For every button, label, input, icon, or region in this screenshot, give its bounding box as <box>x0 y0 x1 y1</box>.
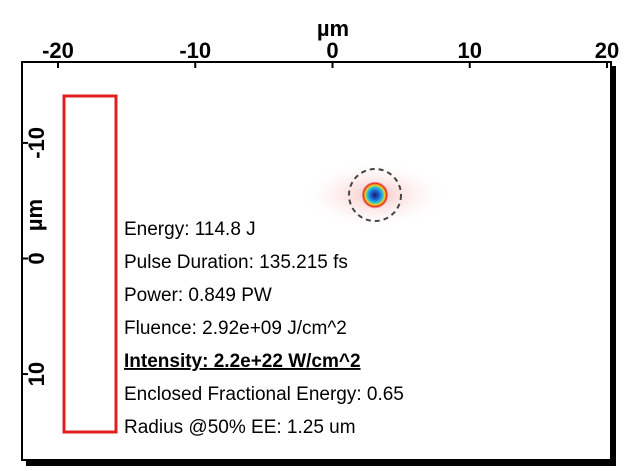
annotation: Energy: 114.8 J <box>124 219 256 240</box>
x-tick-label: 0 <box>326 38 338 63</box>
annotation: Radius @50% EE: 1.25 um <box>124 417 356 438</box>
annotation: Enclosed Fractional Energy: 0.65 <box>124 384 404 405</box>
x-tick-label: 20 <box>595 38 619 63</box>
focal-spot-view: µm µm -20-1001020-10010 Energy: 114.8 JP… <box>0 0 634 471</box>
annotation: Power: 0.849 PW <box>124 285 272 306</box>
focal-spot <box>361 181 389 209</box>
x-tick-label: -10 <box>179 38 211 63</box>
annotation: Pulse Duration: 135.215 fs <box>124 252 348 273</box>
annotation: Intensity: 2.2e+22 W/cm^2 <box>124 351 361 372</box>
y-axis-label: µm <box>22 199 47 231</box>
annotation: Fluence: 2.92e+09 J/cm^2 <box>124 318 347 339</box>
x-tick-label: -20 <box>42 38 74 63</box>
x-tick-label: 10 <box>458 38 482 63</box>
